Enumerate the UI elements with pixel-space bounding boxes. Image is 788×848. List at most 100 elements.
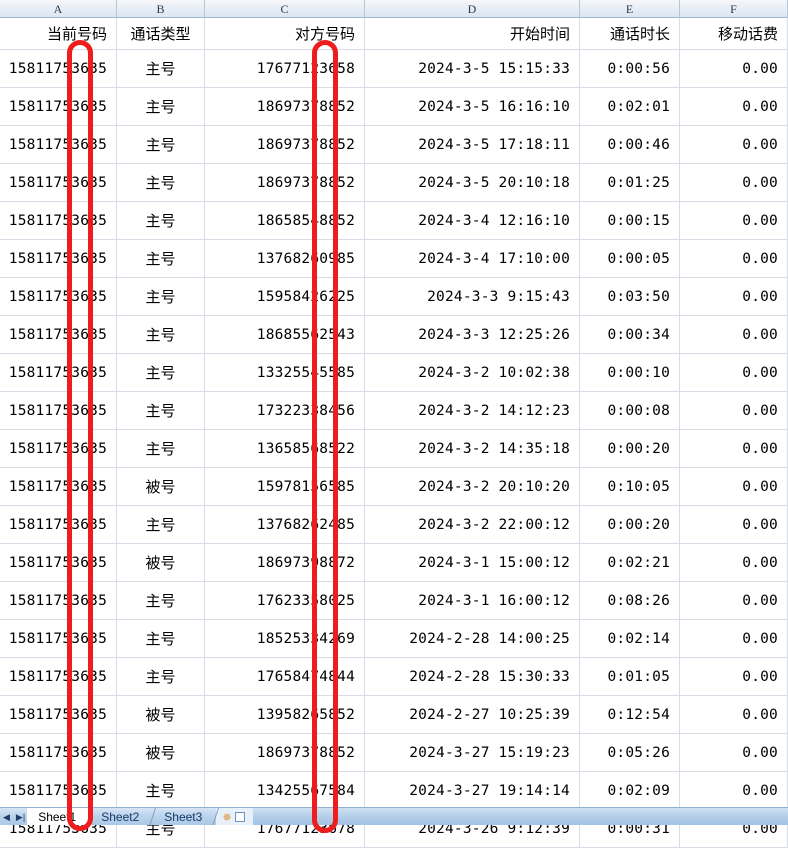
cell-duration[interactable]: 0:00:20 xyxy=(580,506,680,543)
cell-start-time[interactable]: 2024-3-1 16:00:12 xyxy=(365,582,580,619)
sheet-tab-sheet1[interactable]: Sheet1 xyxy=(27,808,90,825)
sheet-nav-buttons[interactable]: ◀ ▶| xyxy=(0,808,27,825)
cell-other-number[interactable]: 18697378852 xyxy=(205,88,365,125)
cell-duration[interactable]: 0:02:14 xyxy=(580,620,680,657)
cell-fee[interactable]: 0.00 xyxy=(680,582,788,619)
cell-start-time[interactable]: 2024-2-28 15:30:33 xyxy=(365,658,580,695)
cell-other-number[interactable]: 18697398872 xyxy=(205,544,365,581)
cell-other-number[interactable]: 17322338456 xyxy=(205,392,365,429)
cell-duration[interactable]: 0:02:01 xyxy=(580,88,680,125)
cell-other-number[interactable]: 13425567584 xyxy=(205,772,365,809)
cell-fee[interactable]: 0.00 xyxy=(680,506,788,543)
cell-fee[interactable]: 0.00 xyxy=(680,430,788,467)
cell-call-type[interactable]: 被号 xyxy=(117,696,205,733)
cell-other-number[interactable]: 18697378852 xyxy=(205,164,365,201)
cell-duration[interactable]: 0:01:25 xyxy=(580,164,680,201)
cell-start-time[interactable]: 2024-3-5 15:15:33 xyxy=(365,50,580,87)
cell-start-time[interactable]: 2024-3-2 10:02:38 xyxy=(365,354,580,391)
column-header-b[interactable]: B xyxy=(117,0,205,18)
column-header-d[interactable]: D xyxy=(365,0,580,18)
cell-duration[interactable]: 0:00:15 xyxy=(580,202,680,239)
cell-current-number[interactable]: 15811753635 xyxy=(0,50,117,87)
nav-first-icon[interactable]: ◀ xyxy=(3,811,10,822)
cell-current-number[interactable]: 15811753635 xyxy=(0,354,117,391)
cell-other-number[interactable]: 18685562543 xyxy=(205,316,365,353)
cell-current-number[interactable]: 15811753635 xyxy=(0,772,117,809)
cell-other-number[interactable]: 13325545585 xyxy=(205,354,365,391)
cell-start-time[interactable]: 2024-3-2 22:00:12 xyxy=(365,506,580,543)
sheet-tab-sheet2[interactable]: Sheet2 xyxy=(101,810,140,824)
cell-other-number[interactable]: 17623358025 xyxy=(205,582,365,619)
cell-start-time[interactable]: 2024-3-2 14:35:18 xyxy=(365,430,580,467)
cell-call-type[interactable]: 主号 xyxy=(117,164,205,201)
cell-current-number[interactable]: 15811753635 xyxy=(0,658,117,695)
cell-duration[interactable]: 0:00:34 xyxy=(580,316,680,353)
cell-duration[interactable]: 0:01:05 xyxy=(580,658,680,695)
cell-fee[interactable]: 0.00 xyxy=(680,126,788,163)
cell-current-number[interactable]: 15811753635 xyxy=(0,126,117,163)
nav-last-icon[interactable]: ▶| xyxy=(15,811,26,822)
cell-fee[interactable]: 0.00 xyxy=(680,88,788,125)
cell-duration[interactable]: 0:10:05 xyxy=(580,468,680,505)
cell-other-number[interactable]: 13958265852 xyxy=(205,696,365,733)
cell-other-number[interactable]: 18658548852 xyxy=(205,202,365,239)
cell-call-type[interactable]: 主号 xyxy=(117,202,205,239)
cell-current-number[interactable]: 15811753635 xyxy=(0,88,117,125)
cell-duration[interactable]: 0:03:50 xyxy=(580,278,680,315)
cell-start-time[interactable]: 2024-3-4 17:10:00 xyxy=(365,240,580,277)
cell-start-time[interactable]: 2024-3-1 15:00:12 xyxy=(365,544,580,581)
cell-call-type[interactable]: 主号 xyxy=(117,506,205,543)
cell-fee[interactable]: 0.00 xyxy=(680,202,788,239)
cell-call-type[interactable]: 主号 xyxy=(117,240,205,277)
cell-duration[interactable]: 0:00:08 xyxy=(580,392,680,429)
sheet-tab-sheet3[interactable]: Sheet3 xyxy=(164,810,203,824)
cell-other-number[interactable]: 18697378852 xyxy=(205,126,365,163)
cell-current-number[interactable]: 15811753635 xyxy=(0,202,117,239)
column-header-f[interactable]: F xyxy=(680,0,788,18)
header-cell-start-time[interactable]: 开始时间 xyxy=(365,18,580,49)
cell-current-number[interactable]: 15811753635 xyxy=(0,696,117,733)
cell-duration[interactable]: 0:08:26 xyxy=(580,582,680,619)
cell-start-time[interactable]: 2024-2-27 10:25:39 xyxy=(365,696,580,733)
cell-duration[interactable]: 0:02:09 xyxy=(580,772,680,809)
cell-call-type[interactable]: 主号 xyxy=(117,430,205,467)
new-sheet-button[interactable]: ✵ xyxy=(216,808,253,825)
cell-fee[interactable]: 0.00 xyxy=(680,658,788,695)
cell-start-time[interactable]: 2024-3-3 12:25:26 xyxy=(365,316,580,353)
cell-current-number[interactable]: 15811753635 xyxy=(0,278,117,315)
cell-call-type[interactable]: 主号 xyxy=(117,354,205,391)
cell-duration[interactable]: 0:05:26 xyxy=(580,734,680,771)
cell-current-number[interactable]: 15811753635 xyxy=(0,392,117,429)
cell-start-time[interactable]: 2024-3-5 16:16:10 xyxy=(365,88,580,125)
cell-fee[interactable]: 0.00 xyxy=(680,354,788,391)
cell-call-type[interactable]: 主号 xyxy=(117,772,205,809)
cell-current-number[interactable]: 15811753635 xyxy=(0,430,117,467)
cell-current-number[interactable]: 15811753635 xyxy=(0,240,117,277)
cell-call-type[interactable]: 主号 xyxy=(117,392,205,429)
cell-call-type[interactable]: 被号 xyxy=(117,468,205,505)
cell-fee[interactable]: 0.00 xyxy=(680,164,788,201)
cell-duration[interactable]: 0:00:56 xyxy=(580,50,680,87)
cell-other-number[interactable]: 15958426225 xyxy=(205,278,365,315)
cell-current-number[interactable]: 15811753635 xyxy=(0,506,117,543)
cell-call-type[interactable]: 主号 xyxy=(117,50,205,87)
cell-current-number[interactable]: 15811753635 xyxy=(0,544,117,581)
cell-start-time[interactable]: 2024-3-27 19:14:14 xyxy=(365,772,580,809)
cell-fee[interactable]: 0.00 xyxy=(680,696,788,733)
cell-other-number[interactable]: 13768262485 xyxy=(205,506,365,543)
cell-call-type[interactable]: 主号 xyxy=(117,278,205,315)
cell-current-number[interactable]: 15811753635 xyxy=(0,734,117,771)
cell-duration[interactable]: 0:02:21 xyxy=(580,544,680,581)
cell-start-time[interactable]: 2024-3-2 20:10:20 xyxy=(365,468,580,505)
cell-start-time[interactable]: 2024-3-4 12:16:10 xyxy=(365,202,580,239)
column-header-a[interactable]: A xyxy=(0,0,117,18)
cell-call-type[interactable]: 主号 xyxy=(117,620,205,657)
cell-duration[interactable]: 0:00:20 xyxy=(580,430,680,467)
cell-call-type[interactable]: 被号 xyxy=(117,544,205,581)
cell-current-number[interactable]: 15811753635 xyxy=(0,316,117,353)
cell-fee[interactable]: 0.00 xyxy=(680,734,788,771)
cell-call-type[interactable]: 被号 xyxy=(117,734,205,771)
cell-current-number[interactable]: 15811753635 xyxy=(0,620,117,657)
cell-fee[interactable]: 0.00 xyxy=(680,50,788,87)
cell-call-type[interactable]: 主号 xyxy=(117,658,205,695)
